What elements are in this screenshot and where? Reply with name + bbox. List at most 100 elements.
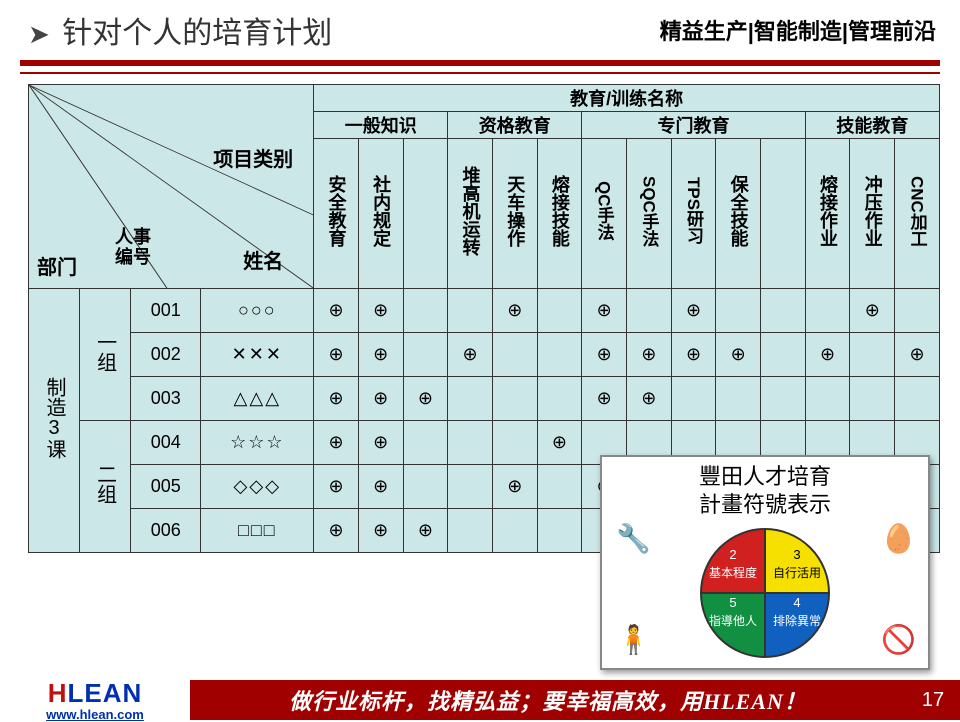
- svg-text:基本程度: 基本程度: [709, 565, 757, 580]
- mark-cell: ⊕: [671, 289, 716, 333]
- name-cell: ☆☆☆: [201, 421, 314, 465]
- page-title: 针对个人的培育计划: [62, 17, 332, 50]
- footer: HLEAN www.hlean.com 做行业标杆，找精弘益；要幸福高效，用HL…: [0, 680, 960, 720]
- mark-cell: [895, 377, 940, 421]
- mark-cell: ⊕: [314, 465, 359, 509]
- mark-cell: ⊕: [492, 465, 537, 509]
- mark-cell: [492, 421, 537, 465]
- column-header: CNC加工: [895, 139, 940, 289]
- title-arrow-icon: ➤: [28, 19, 50, 49]
- column-header: 社内规定: [358, 139, 403, 289]
- person-icon: 🧍: [616, 623, 651, 656]
- mark-cell: ⊕: [358, 289, 403, 333]
- column-header: 保全技能: [716, 139, 761, 289]
- id-cell: 006: [131, 509, 201, 553]
- mark-cell: [850, 333, 895, 377]
- mark-cell: ⊕: [850, 289, 895, 333]
- id-cell: 005: [131, 465, 201, 509]
- wrench-icon: 🔧: [616, 522, 651, 555]
- mark-cell: ⊕: [582, 289, 627, 333]
- group-cell: 二组: [80, 421, 131, 553]
- legend-title-1: 豐田人才培育: [610, 463, 920, 491]
- logo: HLEAN www.hlean.com: [0, 680, 190, 720]
- mark-cell: [537, 333, 582, 377]
- diag-label: 项目类别: [213, 143, 293, 172]
- footer-slogan: 做行业标杆，找精弘益；要幸福高效，用HLEAN！: [190, 680, 906, 720]
- svg-text:3: 3: [793, 547, 800, 562]
- mark-cell: ⊕: [537, 421, 582, 465]
- mark-cell: ⊕: [627, 377, 672, 421]
- table-row: 002✕✕✕⊕⊕⊕⊕⊕⊕⊕⊕⊕: [29, 333, 940, 377]
- mark-cell: [403, 421, 448, 465]
- column-header: TPS研习: [671, 139, 716, 289]
- logo-text: HLEAN: [48, 678, 143, 709]
- column-header: QC手法: [582, 139, 627, 289]
- id-cell: 003: [131, 377, 201, 421]
- column-header: SQC手法: [627, 139, 672, 289]
- title-block: ➤ 针对个人的培育计划: [28, 8, 332, 52]
- category-header: 专门教育: [582, 112, 805, 139]
- mark-cell: [805, 377, 850, 421]
- mark-cell: [448, 289, 493, 333]
- mark-cell: [537, 289, 582, 333]
- dept-cell: 制造3课: [29, 289, 80, 553]
- name-cell: ✕✕✕: [201, 333, 314, 377]
- column-header: [403, 139, 448, 289]
- mark-cell: [403, 289, 448, 333]
- mark-cell: [492, 377, 537, 421]
- mark-cell: ⊕: [358, 509, 403, 553]
- mark-cell: ⊕: [716, 333, 761, 377]
- mark-cell: ⊕: [314, 377, 359, 421]
- table-row: 项目类别 人事 编号 姓名 部门 教育/训练名称: [29, 85, 940, 112]
- mark-cell: [671, 377, 716, 421]
- mark-cell: ⊕: [448, 333, 493, 377]
- mark-cell: [492, 509, 537, 553]
- svg-text:自行活用: 自行活用: [773, 566, 821, 580]
- name-cell: ◇◇◇: [201, 465, 314, 509]
- diagonal-header: 项目类别 人事 编号 姓名 部门: [29, 85, 314, 289]
- category-header: 一般知识: [314, 112, 448, 139]
- diag-label: 姓名: [243, 245, 283, 274]
- legend-pie: 2基本程度3自行活用4排除異常5指導他人: [700, 528, 830, 658]
- mark-cell: ⊕: [358, 465, 403, 509]
- category-header: 技能教育: [805, 112, 939, 139]
- mark-cell: [448, 377, 493, 421]
- mark-cell: ⊕: [582, 377, 627, 421]
- mark-cell: [627, 289, 672, 333]
- mark-cell: ⊕: [314, 333, 359, 377]
- id-cell: 001: [131, 289, 201, 333]
- legend-box: 豐田人才培育 計畫符號表示 2基本程度3自行活用4排除異常5指導他人 🔧 🥚 🧍…: [600, 455, 930, 670]
- mark-cell: ⊕: [358, 421, 403, 465]
- mark-cell: [805, 289, 850, 333]
- id-cell: 004: [131, 421, 201, 465]
- top-group-header: 教育/训练名称: [314, 85, 940, 112]
- mark-cell: [537, 377, 582, 421]
- mark-cell: ⊕: [671, 333, 716, 377]
- mark-cell: ⊕: [403, 377, 448, 421]
- mark-cell: [403, 465, 448, 509]
- mark-cell: [895, 289, 940, 333]
- category-header: 资格教育: [448, 112, 582, 139]
- mark-cell: [537, 509, 582, 553]
- svg-text:4: 4: [793, 595, 800, 610]
- svg-text:5: 5: [729, 595, 736, 610]
- svg-text:2: 2: [729, 547, 736, 562]
- mark-cell: [492, 333, 537, 377]
- mark-cell: ⊕: [627, 333, 672, 377]
- column-header: [761, 139, 806, 289]
- header-tagline: 精益生产|智能制造|管理前沿: [660, 14, 936, 46]
- mark-cell: ⊕: [314, 289, 359, 333]
- id-cell: 002: [131, 333, 201, 377]
- mark-cell: ⊕: [314, 421, 359, 465]
- table-row: 003△△△⊕⊕⊕⊕⊕: [29, 377, 940, 421]
- mark-cell: [761, 333, 806, 377]
- mark-cell: [761, 289, 806, 333]
- mark-cell: [716, 377, 761, 421]
- slide-header: ➤ 针对个人的培育计划 精益生产|智能制造|管理前沿: [0, 0, 960, 60]
- mark-cell: [448, 509, 493, 553]
- diag-label: 部门: [37, 251, 77, 280]
- svg-text:指導他人: 指導他人: [709, 613, 757, 628]
- column-header: 熔接技能: [537, 139, 582, 289]
- mark-cell: ⊕: [492, 289, 537, 333]
- page-number: 17: [906, 680, 960, 720]
